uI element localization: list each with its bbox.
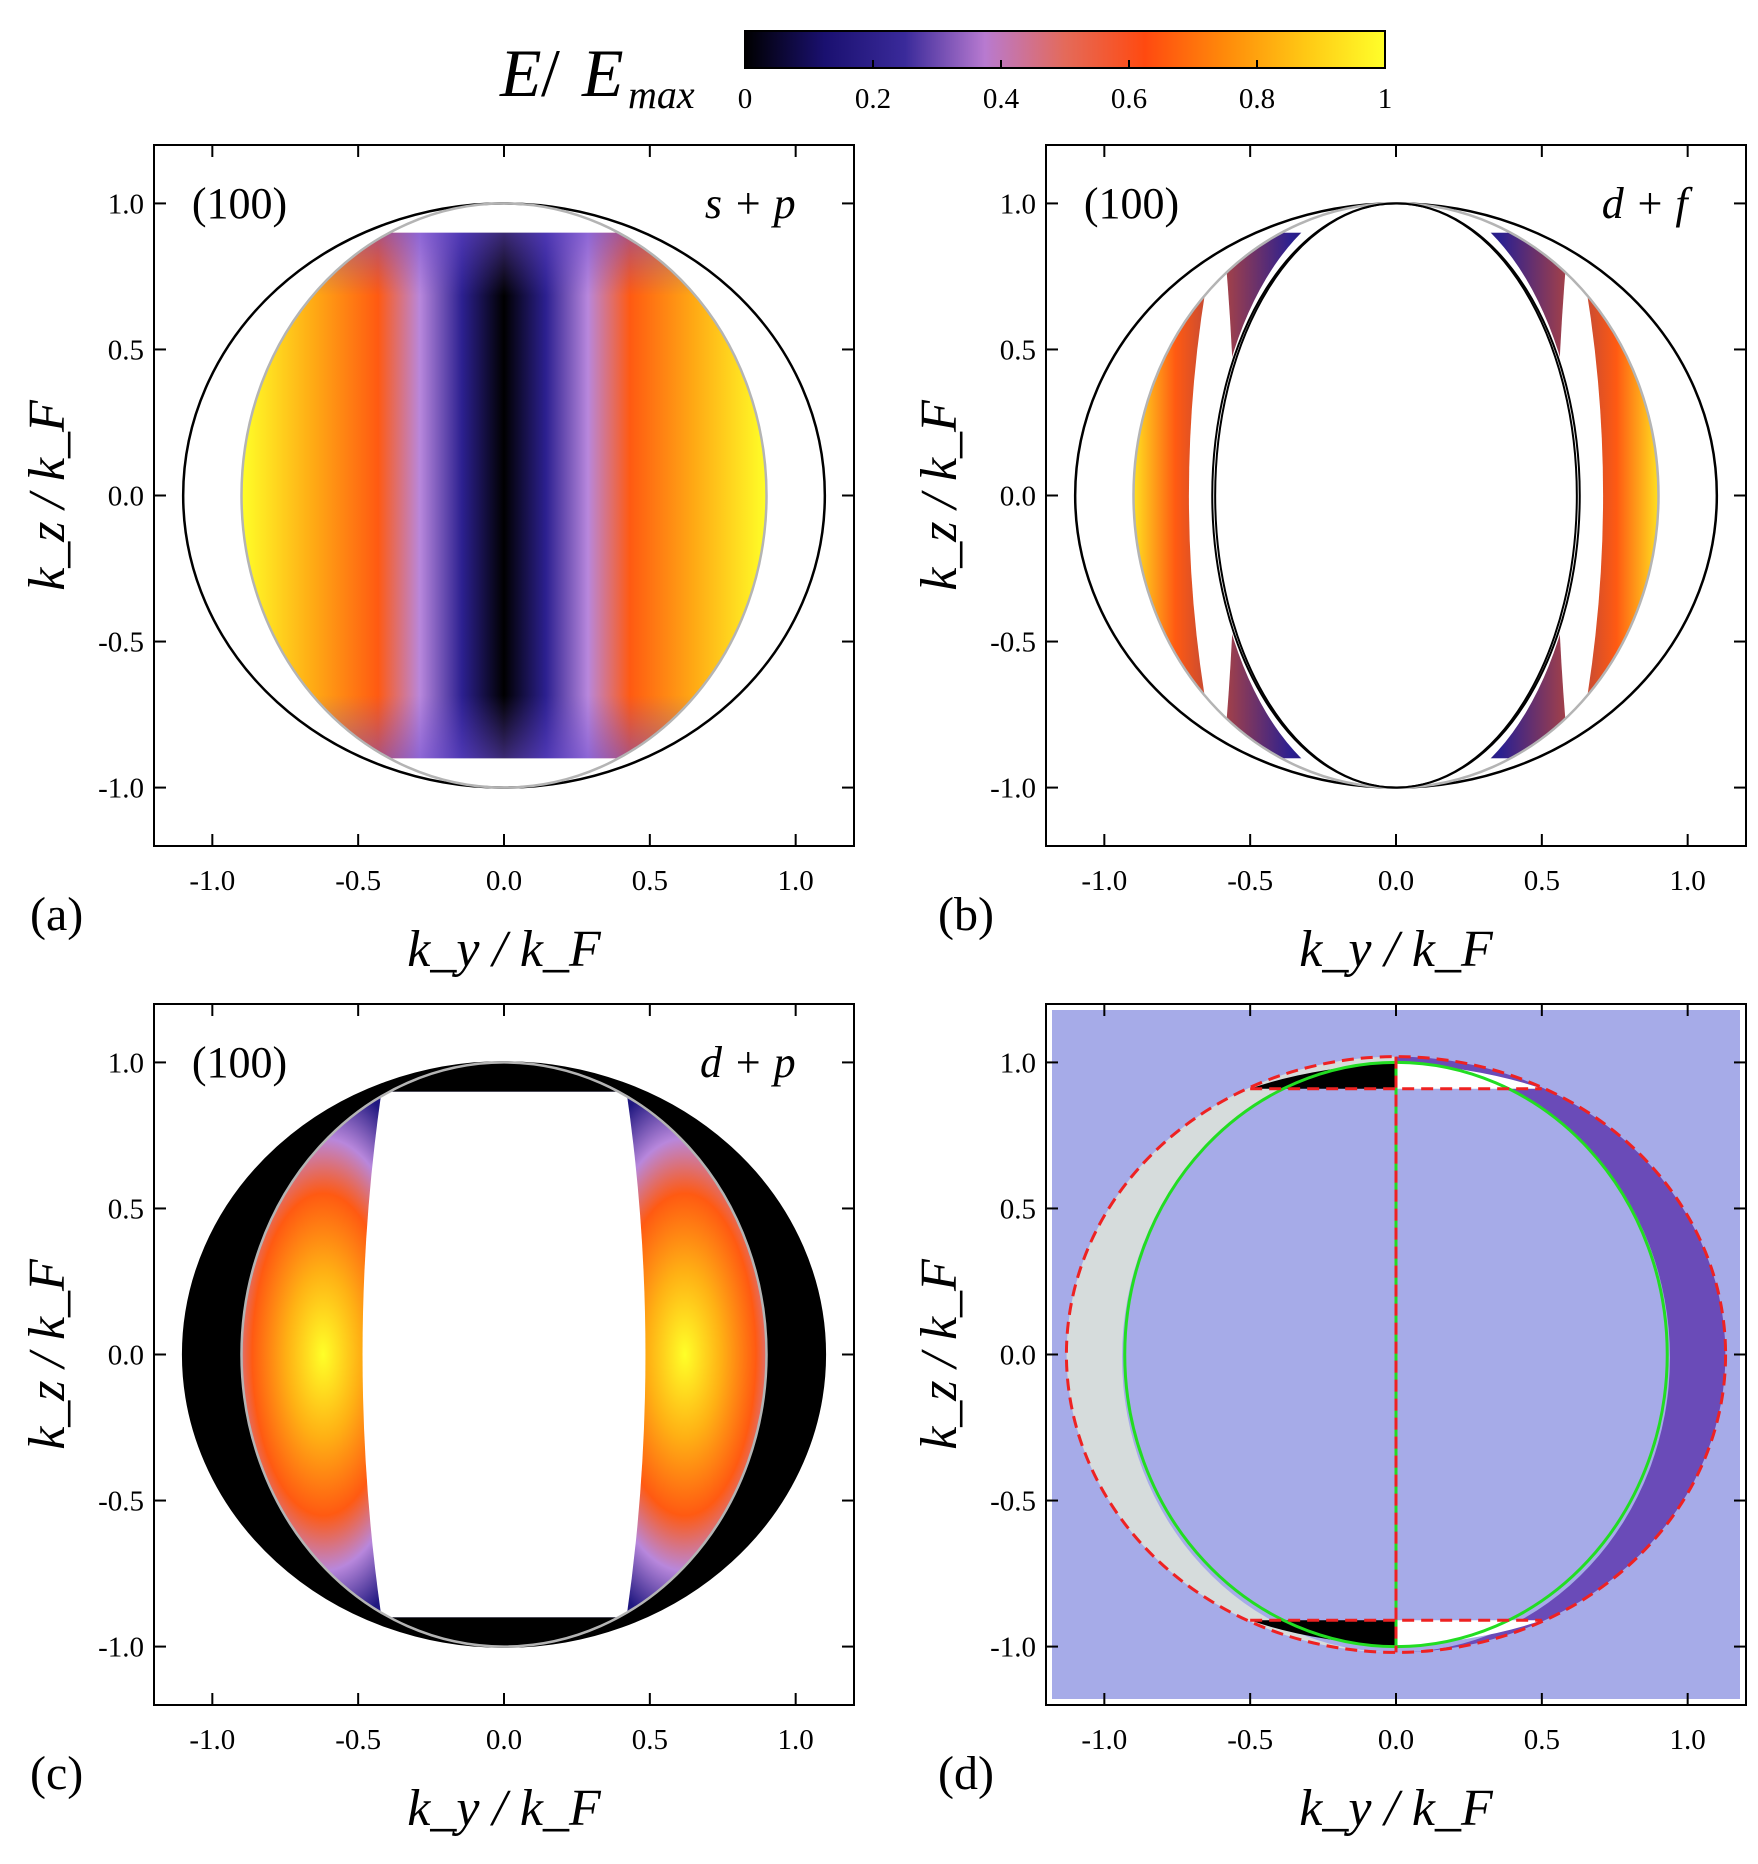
panel-label: (a) <box>30 888 83 941</box>
bottom-left-wedge <box>1250 1620 1396 1647</box>
colorbar-ticks: 0 0.2 0.4 0.6 0.8 1 <box>738 60 1393 115</box>
x-axis-label: k_y / k_F <box>407 1780 602 1837</box>
y-tick-label: 0.0 <box>108 1340 144 1372</box>
x-tick-label: 0.0 <box>486 1724 522 1756</box>
x-tick-label: 1.0 <box>1670 1724 1706 1756</box>
colorbar-tick-label: 0.6 <box>1111 83 1147 115</box>
colorbar-tick-label: 0.4 <box>983 83 1020 115</box>
lobe-outline <box>1214 203 1578 788</box>
y-tick-label: 0.0 <box>108 481 144 513</box>
x-axis-label: k_y / k_F <box>1299 1780 1494 1837</box>
x-tick-label: 0.5 <box>1524 1724 1560 1756</box>
y-tick-label: 1.0 <box>1000 1047 1036 1079</box>
y-tick-label: -1.0 <box>98 1632 144 1664</box>
y-tick-label: 0.0 <box>1000 481 1036 513</box>
left-crescent-region <box>1066 1056 1396 1653</box>
panel-a: (100) s + p -1.0 -0.5 0.0 0.5 1.0 1.0 0.5 0.0 -0.5… <box>19 144 855 978</box>
y-tick-label: 0.5 <box>1000 1193 1036 1225</box>
x-tick-label: -1.0 <box>189 865 235 897</box>
x-tick-label: -1.0 <box>1081 865 1127 897</box>
red-dashed-ellipse <box>1064 1055 1728 1654</box>
bottom-right-wedge <box>1396 1620 1542 1647</box>
y-tick-label: -0.5 <box>98 1486 144 1518</box>
plot-area-a <box>181 202 827 789</box>
y-tick-label: -1.0 <box>98 773 144 805</box>
inner-fermi-ellipse <box>240 202 768 789</box>
right-crescent-region <box>1396 1056 1726 1653</box>
panel-c: (100) d + p -1.0 -0.5 0.0 0.5 1.0 1.0 0.5 0.0 -0.5… <box>19 1003 855 1837</box>
x-tick-label: -0.5 <box>335 1724 381 1756</box>
y-tick-label: -1.0 <box>990 1632 1036 1664</box>
x-tick-label: -1.0 <box>1081 1724 1127 1756</box>
y-tick-label: -0.5 <box>990 1486 1036 1518</box>
y-tick-label: 0.5 <box>1000 334 1036 366</box>
inner-lobe-ellipse <box>1211 202 1581 789</box>
plot-area-c <box>181 1061 827 1648</box>
x-tick-label: 0.0 <box>486 865 522 897</box>
heatmap-edge-shade <box>241 232 767 759</box>
y-tick-label: 0.0 <box>1000 1340 1036 1372</box>
panel-d: -1.0 -0.5 0.0 0.5 1.0 1.0 0.5 0.0 -0.5 -1.0 k_y / … <box>911 1003 1747 1837</box>
face-label: (100) <box>192 179 287 228</box>
y-axis-label: k_z / k_F <box>911 399 968 591</box>
colorbar-tick-label: 0.2 <box>855 83 891 115</box>
y-tick-label: -0.5 <box>98 627 144 659</box>
colorbar: E / E max 0 0.2 0.4 0.6 0.8 1 <box>499 30 1393 117</box>
face-label: (100) <box>192 1038 287 1087</box>
x-tick-label: -0.5 <box>1227 865 1273 897</box>
panel-b: (100) d + f -1.0 -0.5 0.0 0.5 1.0 1.0 0.5 0.0 -0.5… <box>911 144 1747 978</box>
pairing-label: d + f <box>1602 179 1694 228</box>
y-tick-label: -1.0 <box>990 773 1036 805</box>
colorbar-label-denom: E <box>581 35 624 111</box>
top-right-wedge <box>1396 1062 1542 1089</box>
x-tick-label: 1.0 <box>778 865 814 897</box>
y-axis-label: k_z / k_F <box>911 1258 968 1450</box>
y-axis-label: k_z / k_F <box>19 399 76 591</box>
y-tick-label: -0.5 <box>990 627 1036 659</box>
x-tick-label: 0.0 <box>1378 865 1414 897</box>
x-tick-label: -0.5 <box>1227 1724 1273 1756</box>
face-label: (100) <box>1084 179 1179 228</box>
x-tick-label: -1.0 <box>189 1724 235 1756</box>
y-tick-label: 1.0 <box>108 188 144 220</box>
x-axis-label: k_y / k_F <box>1299 921 1494 978</box>
x-tick-label: -0.5 <box>335 865 381 897</box>
y-tick-label: 1.0 <box>1000 188 1036 220</box>
top-left-wedge <box>1250 1062 1396 1089</box>
pairing-label: s + p <box>705 179 796 228</box>
pairing-label: d + p <box>700 1038 796 1087</box>
plot-area-b <box>1073 202 1719 789</box>
empty-center-region <box>362 1091 646 1618</box>
colorbar-tick-label: 0 <box>738 83 753 115</box>
panel-label: (d) <box>938 1747 994 1800</box>
x-tick-label: 1.0 <box>1670 865 1706 897</box>
y-tick-label: 1.0 <box>108 1047 144 1079</box>
x-tick-label: 0.5 <box>632 1724 668 1756</box>
panel-label: (b) <box>938 888 994 941</box>
x-tick-label: 0.0 <box>1378 1724 1414 1756</box>
x-tick-label: 0.5 <box>1524 865 1560 897</box>
x-tick-label: 0.5 <box>632 865 668 897</box>
y-tick-label: 0.5 <box>108 1193 144 1225</box>
y-tick-label: 0.5 <box>108 334 144 366</box>
plot-area-d <box>1052 1010 1740 1699</box>
colorbar-tick-label: 1 <box>1378 83 1393 115</box>
energy-map <box>1133 203 1659 788</box>
colorbar-label-main: E <box>499 35 542 111</box>
gap-region <box>1212 203 1580 788</box>
panel-label: (c) <box>30 1747 83 1800</box>
colorbar-label-denom-sub: max <box>628 72 695 117</box>
x-tick-label: 1.0 <box>778 1724 814 1756</box>
colorbar-gradient <box>744 30 1386 69</box>
x-axis-label: k_y / k_F <box>407 921 602 978</box>
inner-fermi-ellipse <box>240 1061 768 1648</box>
colorbar-label-sep: / <box>541 35 560 111</box>
y-axis-label: k_z / k_F <box>19 1258 76 1450</box>
energy-map <box>241 232 767 759</box>
colorbar-tick-label: 0.8 <box>1239 83 1275 115</box>
